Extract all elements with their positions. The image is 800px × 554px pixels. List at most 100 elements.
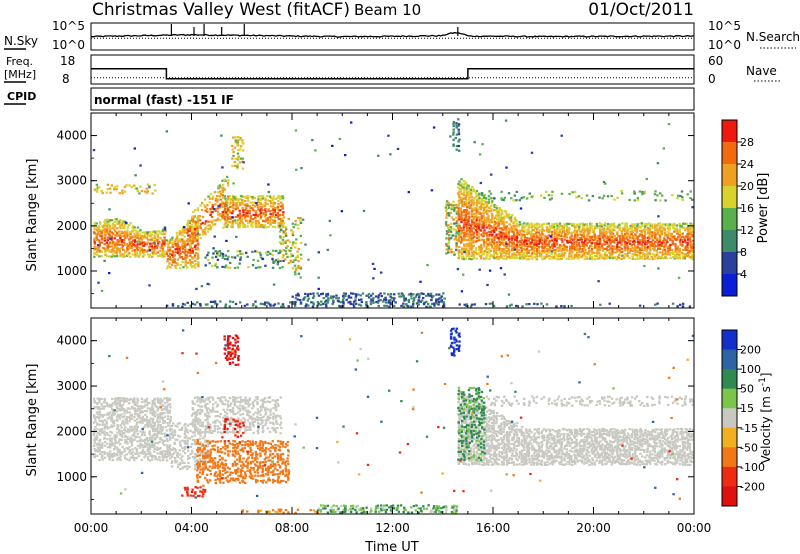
power-cell [354,302,358,305]
power-cell [606,237,609,240]
power-cell [475,194,478,197]
power-cell [565,224,569,227]
power-cell [591,241,594,244]
velocity-cell [109,446,112,449]
power-cell [658,237,662,240]
power-cell [282,254,285,257]
power-cell [284,240,288,243]
power-cell [221,194,224,197]
velocity-cell [219,423,223,426]
power-cell [533,302,536,305]
power-cell [249,195,252,198]
power-cell [440,295,443,298]
power-cell [166,267,169,270]
power-cell [558,229,561,232]
power-cell [146,232,149,236]
velocity-cell [134,456,137,460]
power-cell [636,225,639,228]
power-cell [294,273,297,276]
velocity-cell [209,410,213,413]
power-cell [487,210,491,213]
power-cell [261,302,264,306]
velocity-cell [96,442,99,445]
velocity-cell [135,421,139,424]
power-cell [287,261,291,265]
power-cell [402,302,405,305]
power-cell [591,258,594,261]
power-cell [282,235,285,238]
velocity-cell [113,424,116,427]
velocity-cell [253,420,257,423]
power-cell [247,265,250,269]
power-cell [515,190,518,193]
velocity-cell [148,446,151,449]
power-cell [550,194,554,197]
velocity-cell [126,442,129,445]
power-cell [548,227,552,230]
power-cell [651,226,655,230]
velocity-cell [159,450,162,454]
velocity-cell [116,413,120,416]
power-cell [646,241,650,244]
power-cell [523,255,526,258]
power-cell [458,250,461,254]
power-cell [477,208,480,211]
velocity-cell [256,408,259,411]
velocity-cell [239,401,242,404]
power-cell [575,245,579,248]
power-cell [465,183,469,187]
velocity-cell [231,407,235,410]
power-cell [624,243,627,246]
velocity-cell [165,405,169,408]
power-cell [656,231,659,234]
power-cell [606,249,609,252]
power-cell [505,305,509,308]
power-cell [683,222,686,225]
power-cell [497,224,500,227]
power-cell [493,247,496,250]
power-cell [319,303,322,306]
power-cell [655,229,659,232]
power-cell [492,242,496,246]
power-cell [558,226,561,229]
power-cell [207,195,210,198]
velocity-cell [184,429,187,432]
power-cell [653,240,657,243]
power-cell [643,242,647,245]
power-cell [646,236,650,239]
power-cell [196,239,199,242]
power-cell [125,184,128,187]
power-cell [595,226,598,229]
velocity-cell [197,398,200,401]
power-cell [651,252,655,256]
power-cell [594,237,597,240]
power-cell [485,247,488,250]
velocity-cell [103,456,107,459]
power-cell [485,255,488,258]
power-cell [472,233,475,236]
power-cell [641,235,644,238]
velocity-cell [134,452,137,455]
power-cell [460,220,463,224]
velocity-cell [128,459,131,462]
power-cell [297,294,300,297]
velocity-cell [103,430,106,433]
velocity-cell [262,415,265,418]
power-cell [147,234,150,237]
power-cell [178,232,182,235]
velocity-cell [98,417,101,420]
power-cell [646,227,650,230]
velocity-cell [111,456,114,459]
power-cell [120,246,124,249]
power-cell [454,210,458,213]
power-cell [257,213,260,216]
power-cell [625,235,629,238]
power-cell [636,237,639,240]
power-cell [427,292,430,296]
power-cell [666,223,669,226]
power-cell [457,213,461,216]
power-cell [146,231,149,234]
velocity-cell [123,454,126,457]
power-cell [653,247,656,250]
power-cell [226,210,229,213]
